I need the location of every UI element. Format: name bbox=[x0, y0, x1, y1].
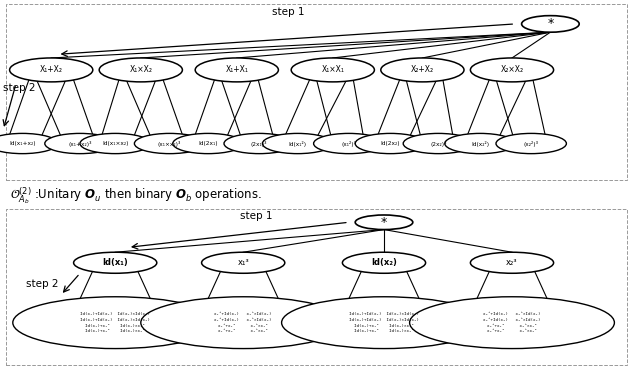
Text: (2x₂)³: (2x₂)³ bbox=[430, 141, 447, 146]
Text: x₂³: x₂³ bbox=[506, 258, 518, 267]
Circle shape bbox=[355, 215, 413, 230]
Text: Id(x₁+x₂): Id(x₁+x₂) bbox=[9, 141, 36, 146]
Text: X₁×X₂: X₁×X₂ bbox=[129, 66, 152, 74]
Text: step 2: step 2 bbox=[3, 83, 36, 93]
Circle shape bbox=[0, 134, 58, 154]
Circle shape bbox=[282, 297, 486, 348]
Circle shape bbox=[10, 58, 93, 82]
Circle shape bbox=[342, 252, 426, 273]
Circle shape bbox=[99, 58, 182, 82]
Text: Id(x₁)+Id(x₁)  Id(x₁)×Id(x₁)
Id(x₁)+Id(x₂)  Id(x₁)×Id(x₂)
Id(x₁)+x₁²    Id(x₁)×x: Id(x₁)+Id(x₁) Id(x₁)×Id(x₁) Id(x₁)+Id(x₂… bbox=[80, 312, 150, 333]
Text: Id(x₂²): Id(x₂²) bbox=[471, 141, 489, 146]
Text: (2x₁)³: (2x₁)³ bbox=[251, 141, 268, 146]
Circle shape bbox=[195, 58, 278, 82]
Text: Id(x₁): Id(x₁) bbox=[102, 258, 128, 267]
Text: X₂+X₂: X₂+X₂ bbox=[411, 66, 434, 74]
Circle shape bbox=[314, 134, 384, 154]
Circle shape bbox=[141, 297, 346, 348]
Text: X₁+X₁: X₁+X₁ bbox=[225, 66, 248, 74]
Circle shape bbox=[224, 134, 294, 154]
Text: $\mathcal{O}_{A_b}^{(2)}$ :Unitary $\boldsymbol{O}_u$ then binary $\boldsymbol{O: $\mathcal{O}_{A_b}^{(2)}$ :Unitary $\bol… bbox=[10, 185, 261, 206]
Circle shape bbox=[445, 134, 515, 154]
Text: X₂×X₂: X₂×X₂ bbox=[500, 66, 524, 74]
Circle shape bbox=[134, 134, 205, 154]
Circle shape bbox=[470, 252, 554, 273]
Text: x₁³: x₁³ bbox=[237, 258, 249, 267]
Text: x₁³+Id(x₁)   x₁³×Id(x₁)
x₁³+Id(x₂)   x₁³×Id(x₂)
x₁³+x₁²      x₁³×x₁²
x₁³+x₂²    : x₁³+Id(x₁) x₁³×Id(x₁) x₁³+Id(x₂) x₁³×Id(… bbox=[214, 312, 272, 333]
Circle shape bbox=[381, 58, 464, 82]
Text: (x₁²)³: (x₁²)³ bbox=[341, 141, 356, 146]
Text: (x₁×x₂)³: (x₁×x₂)³ bbox=[158, 141, 181, 146]
Text: x₂³+Id(x₁)   x₂³×Id(x₁)
x₂³+Id(x₂)   x₂³×Id(x₂)
x₂³+x₁²      x₂³×x₁²
x₂³+x₂²    : x₂³+Id(x₁) x₂³×Id(x₁) x₂³+Id(x₂) x₂³×Id(… bbox=[483, 312, 541, 333]
Circle shape bbox=[13, 297, 218, 348]
Circle shape bbox=[45, 134, 115, 154]
Text: Id(x₁×x₂): Id(x₁×x₂) bbox=[102, 141, 129, 146]
Text: X₁×X₁: X₁×X₁ bbox=[321, 66, 344, 74]
Text: step 1: step 1 bbox=[240, 211, 272, 221]
Text: Id(2x₂): Id(2x₂) bbox=[381, 141, 400, 146]
Circle shape bbox=[291, 58, 374, 82]
Text: step 1: step 1 bbox=[272, 7, 304, 17]
Circle shape bbox=[403, 134, 474, 154]
Circle shape bbox=[80, 134, 150, 154]
Circle shape bbox=[202, 252, 285, 273]
Text: Id(x₁²): Id(x₁²) bbox=[289, 141, 307, 146]
Text: step 2: step 2 bbox=[26, 279, 58, 289]
Circle shape bbox=[522, 15, 579, 32]
Circle shape bbox=[262, 134, 333, 154]
Text: Id(x₂): Id(x₂) bbox=[371, 258, 397, 267]
Circle shape bbox=[470, 58, 554, 82]
Text: (x₂²)³: (x₂²)³ bbox=[524, 141, 539, 146]
Text: Id(x₂)+Id(x₁)  Id(x₂)×Id(x₁)
Id(x₂)+Id(x₂)  Id(x₂)×Id(x₂)
Id(x₂)+x₁²    Id(x₂)×x: Id(x₂)+Id(x₁) Id(x₂)×Id(x₁) Id(x₂)+Id(x₂… bbox=[349, 312, 419, 333]
Text: *: * bbox=[381, 216, 387, 229]
Text: X₁+X₂: X₁+X₂ bbox=[40, 66, 63, 74]
Circle shape bbox=[410, 297, 614, 348]
Circle shape bbox=[355, 134, 426, 154]
Circle shape bbox=[496, 134, 566, 154]
Text: *: * bbox=[547, 17, 554, 31]
Circle shape bbox=[74, 252, 157, 273]
Text: (x₁+x₂)³: (x₁+x₂)³ bbox=[68, 141, 92, 146]
Circle shape bbox=[173, 134, 243, 154]
Text: Id(2x₁): Id(2x₁) bbox=[198, 141, 218, 146]
